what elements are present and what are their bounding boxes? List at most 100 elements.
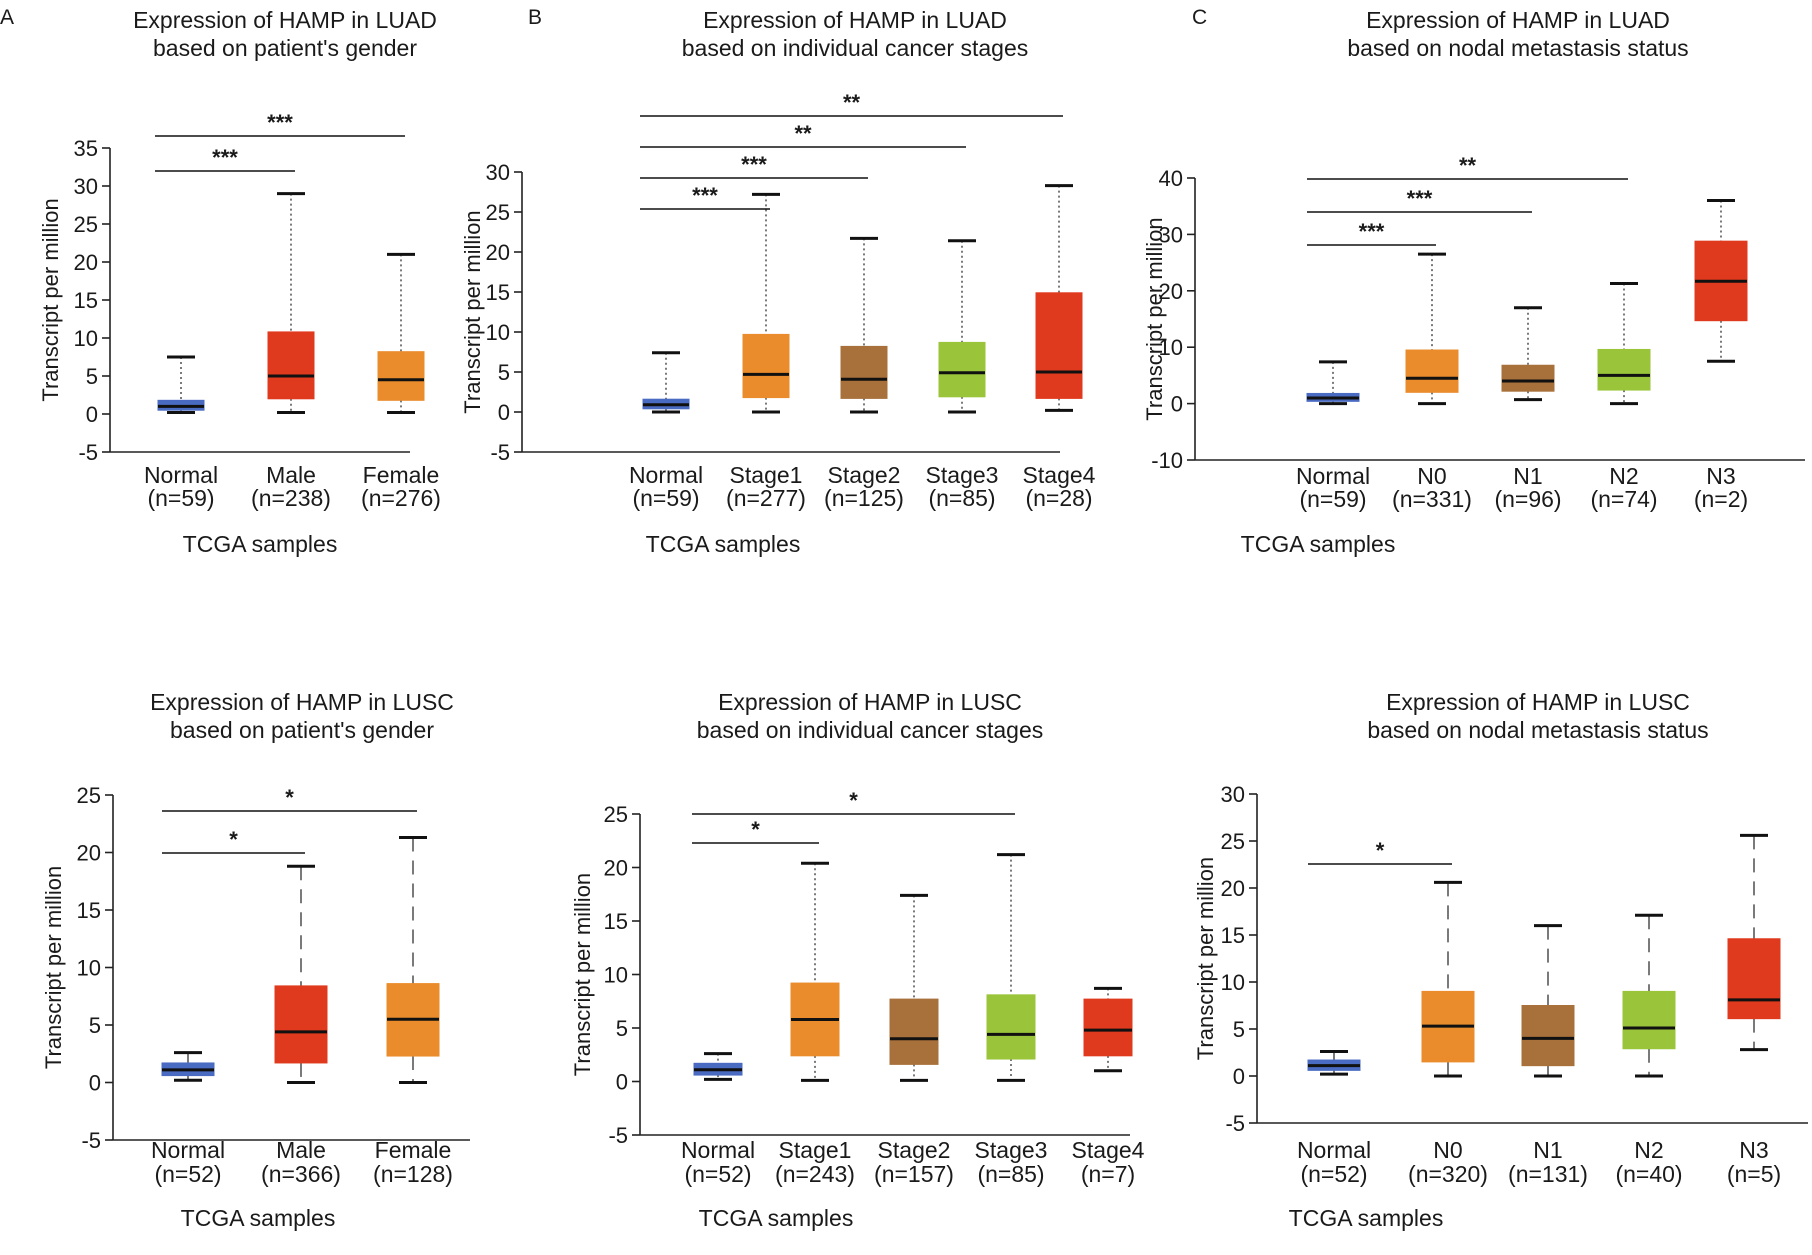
- category-label: N2: [1634, 1137, 1663, 1163]
- y-tick-label: 20: [1159, 279, 1183, 304]
- category-label: N1: [1513, 463, 1542, 489]
- x-axis-label: TCGA samples: [181, 1205, 336, 1231]
- iqr-box: [1405, 349, 1459, 393]
- y-axis-label: Transcript per million: [38, 198, 63, 401]
- box-stage3: [986, 853, 1036, 1082]
- iqr-box: [1597, 348, 1651, 391]
- box-stage2: [840, 236, 888, 414]
- y-tick-label: 30: [486, 160, 510, 185]
- iqr-box: [1521, 1005, 1575, 1067]
- y-tick-label: 20: [77, 841, 101, 866]
- category-label: Normal: [1297, 1137, 1371, 1163]
- category-label: Female: [363, 462, 440, 488]
- category-n-label: (n=59): [1299, 486, 1366, 512]
- box-female: [377, 252, 425, 414]
- y-tick-label: 5: [616, 1016, 628, 1041]
- category-n-label: (n=277): [726, 485, 806, 511]
- box-n0: [1405, 252, 1459, 406]
- category-label: Stage1: [779, 1137, 852, 1163]
- category-n-label: (n=5): [1727, 1161, 1781, 1187]
- category-label: Male: [266, 462, 316, 488]
- x-axis-label: TCGA samples: [1241, 531, 1396, 557]
- chart-title-line: Expression of HAMP in LUSC: [1386, 689, 1690, 715]
- category-n-label: (n=59): [632, 485, 699, 511]
- category-n-label: (n=128): [373, 1161, 453, 1187]
- category-label: N2: [1609, 463, 1638, 489]
- significance-stars: ***: [741, 152, 767, 177]
- chart-title-line: based on patient's gender: [170, 717, 434, 743]
- category-n-label: (n=238): [251, 485, 331, 511]
- iqr-box: [1083, 998, 1133, 1057]
- y-tick-label: -5: [490, 440, 510, 465]
- y-tick-label: 0: [86, 402, 98, 427]
- y-tick-label: 30: [1221, 782, 1245, 807]
- iqr-box: [274, 985, 328, 1064]
- y-axis-label: Transcript per million: [570, 873, 595, 1076]
- box-male: [274, 864, 328, 1084]
- iqr-box: [1727, 938, 1781, 1020]
- y-tick-label: 20: [604, 856, 628, 881]
- significance-stars: **: [1459, 153, 1477, 178]
- chart-title-line: Expression of HAMP in LUAD: [1366, 7, 1670, 33]
- chart-title-line: based on individual cancer stages: [697, 717, 1044, 743]
- box-stage4: [1083, 986, 1133, 1073]
- y-tick-label: 20: [74, 250, 98, 275]
- iqr-box: [267, 331, 315, 400]
- y-tick-label: -5: [81, 1128, 101, 1153]
- y-tick-label: 10: [77, 956, 101, 981]
- category-n-label: (n=276): [361, 485, 441, 511]
- y-axis-label: Transcript per million: [41, 866, 66, 1069]
- significance-stars: *: [285, 785, 294, 810]
- category-label: Normal: [1296, 463, 1370, 489]
- y-tick-label: 25: [1221, 829, 1245, 854]
- category-n-label: (n=28): [1025, 485, 1092, 511]
- box-n2: [1622, 913, 1676, 1078]
- significance-stars: **: [794, 121, 812, 146]
- y-tick-label: 0: [1233, 1064, 1245, 1089]
- significance-stars: ***: [212, 145, 238, 170]
- category-n-label: (n=366): [261, 1161, 341, 1187]
- y-tick-label: 15: [604, 909, 628, 934]
- category-label: N0: [1433, 1137, 1462, 1163]
- significance-stars: ***: [1407, 186, 1433, 211]
- x-axis-label: TCGA samples: [183, 531, 338, 557]
- category-n-label: (n=243): [775, 1161, 855, 1187]
- box-stage1: [742, 192, 790, 414]
- box-n3: [1727, 833, 1781, 1052]
- iqr-box: [840, 345, 888, 399]
- category-label: N1: [1533, 1137, 1562, 1163]
- y-tick-label: -5: [1225, 1111, 1245, 1136]
- category-n-label: (n=7): [1081, 1161, 1135, 1187]
- significance-stars: *: [229, 827, 238, 852]
- y-tick-label: 10: [74, 326, 98, 351]
- box-stage4: [1035, 184, 1083, 412]
- category-label: Male: [276, 1137, 326, 1163]
- category-label: Normal: [681, 1137, 755, 1163]
- chart-title-line: Expression of HAMP in LUSC: [150, 689, 454, 715]
- category-n-label: (n=131): [1508, 1161, 1588, 1187]
- box-normal: [1306, 360, 1360, 406]
- y-tick-label: 0: [616, 1070, 628, 1095]
- panel-letter: A: [0, 6, 14, 29]
- y-tick-label: 10: [486, 320, 510, 345]
- box-n3: [1694, 199, 1748, 363]
- box-n0: [1421, 880, 1475, 1078]
- y-tick-label: 0: [1171, 392, 1183, 417]
- iqr-box: [1035, 292, 1083, 399]
- category-n-label: (n=52): [154, 1161, 221, 1187]
- chart-title-line: Expression of HAMP in LUSC: [718, 689, 1022, 715]
- significance-stars: ***: [692, 183, 718, 208]
- y-tick-label: 15: [77, 898, 101, 923]
- y-tick-label: 10: [1221, 970, 1245, 995]
- chart-title-line: based on patient's gender: [153, 35, 417, 61]
- y-tick-label: 35: [74, 136, 98, 161]
- significance-stars: **: [843, 90, 861, 115]
- panel-letter: C: [1192, 6, 1207, 29]
- category-label: Stage3: [926, 462, 999, 488]
- y-tick-label: 25: [74, 212, 98, 237]
- category-n-label: (n=2): [1694, 486, 1748, 512]
- box-female: [386, 836, 440, 1084]
